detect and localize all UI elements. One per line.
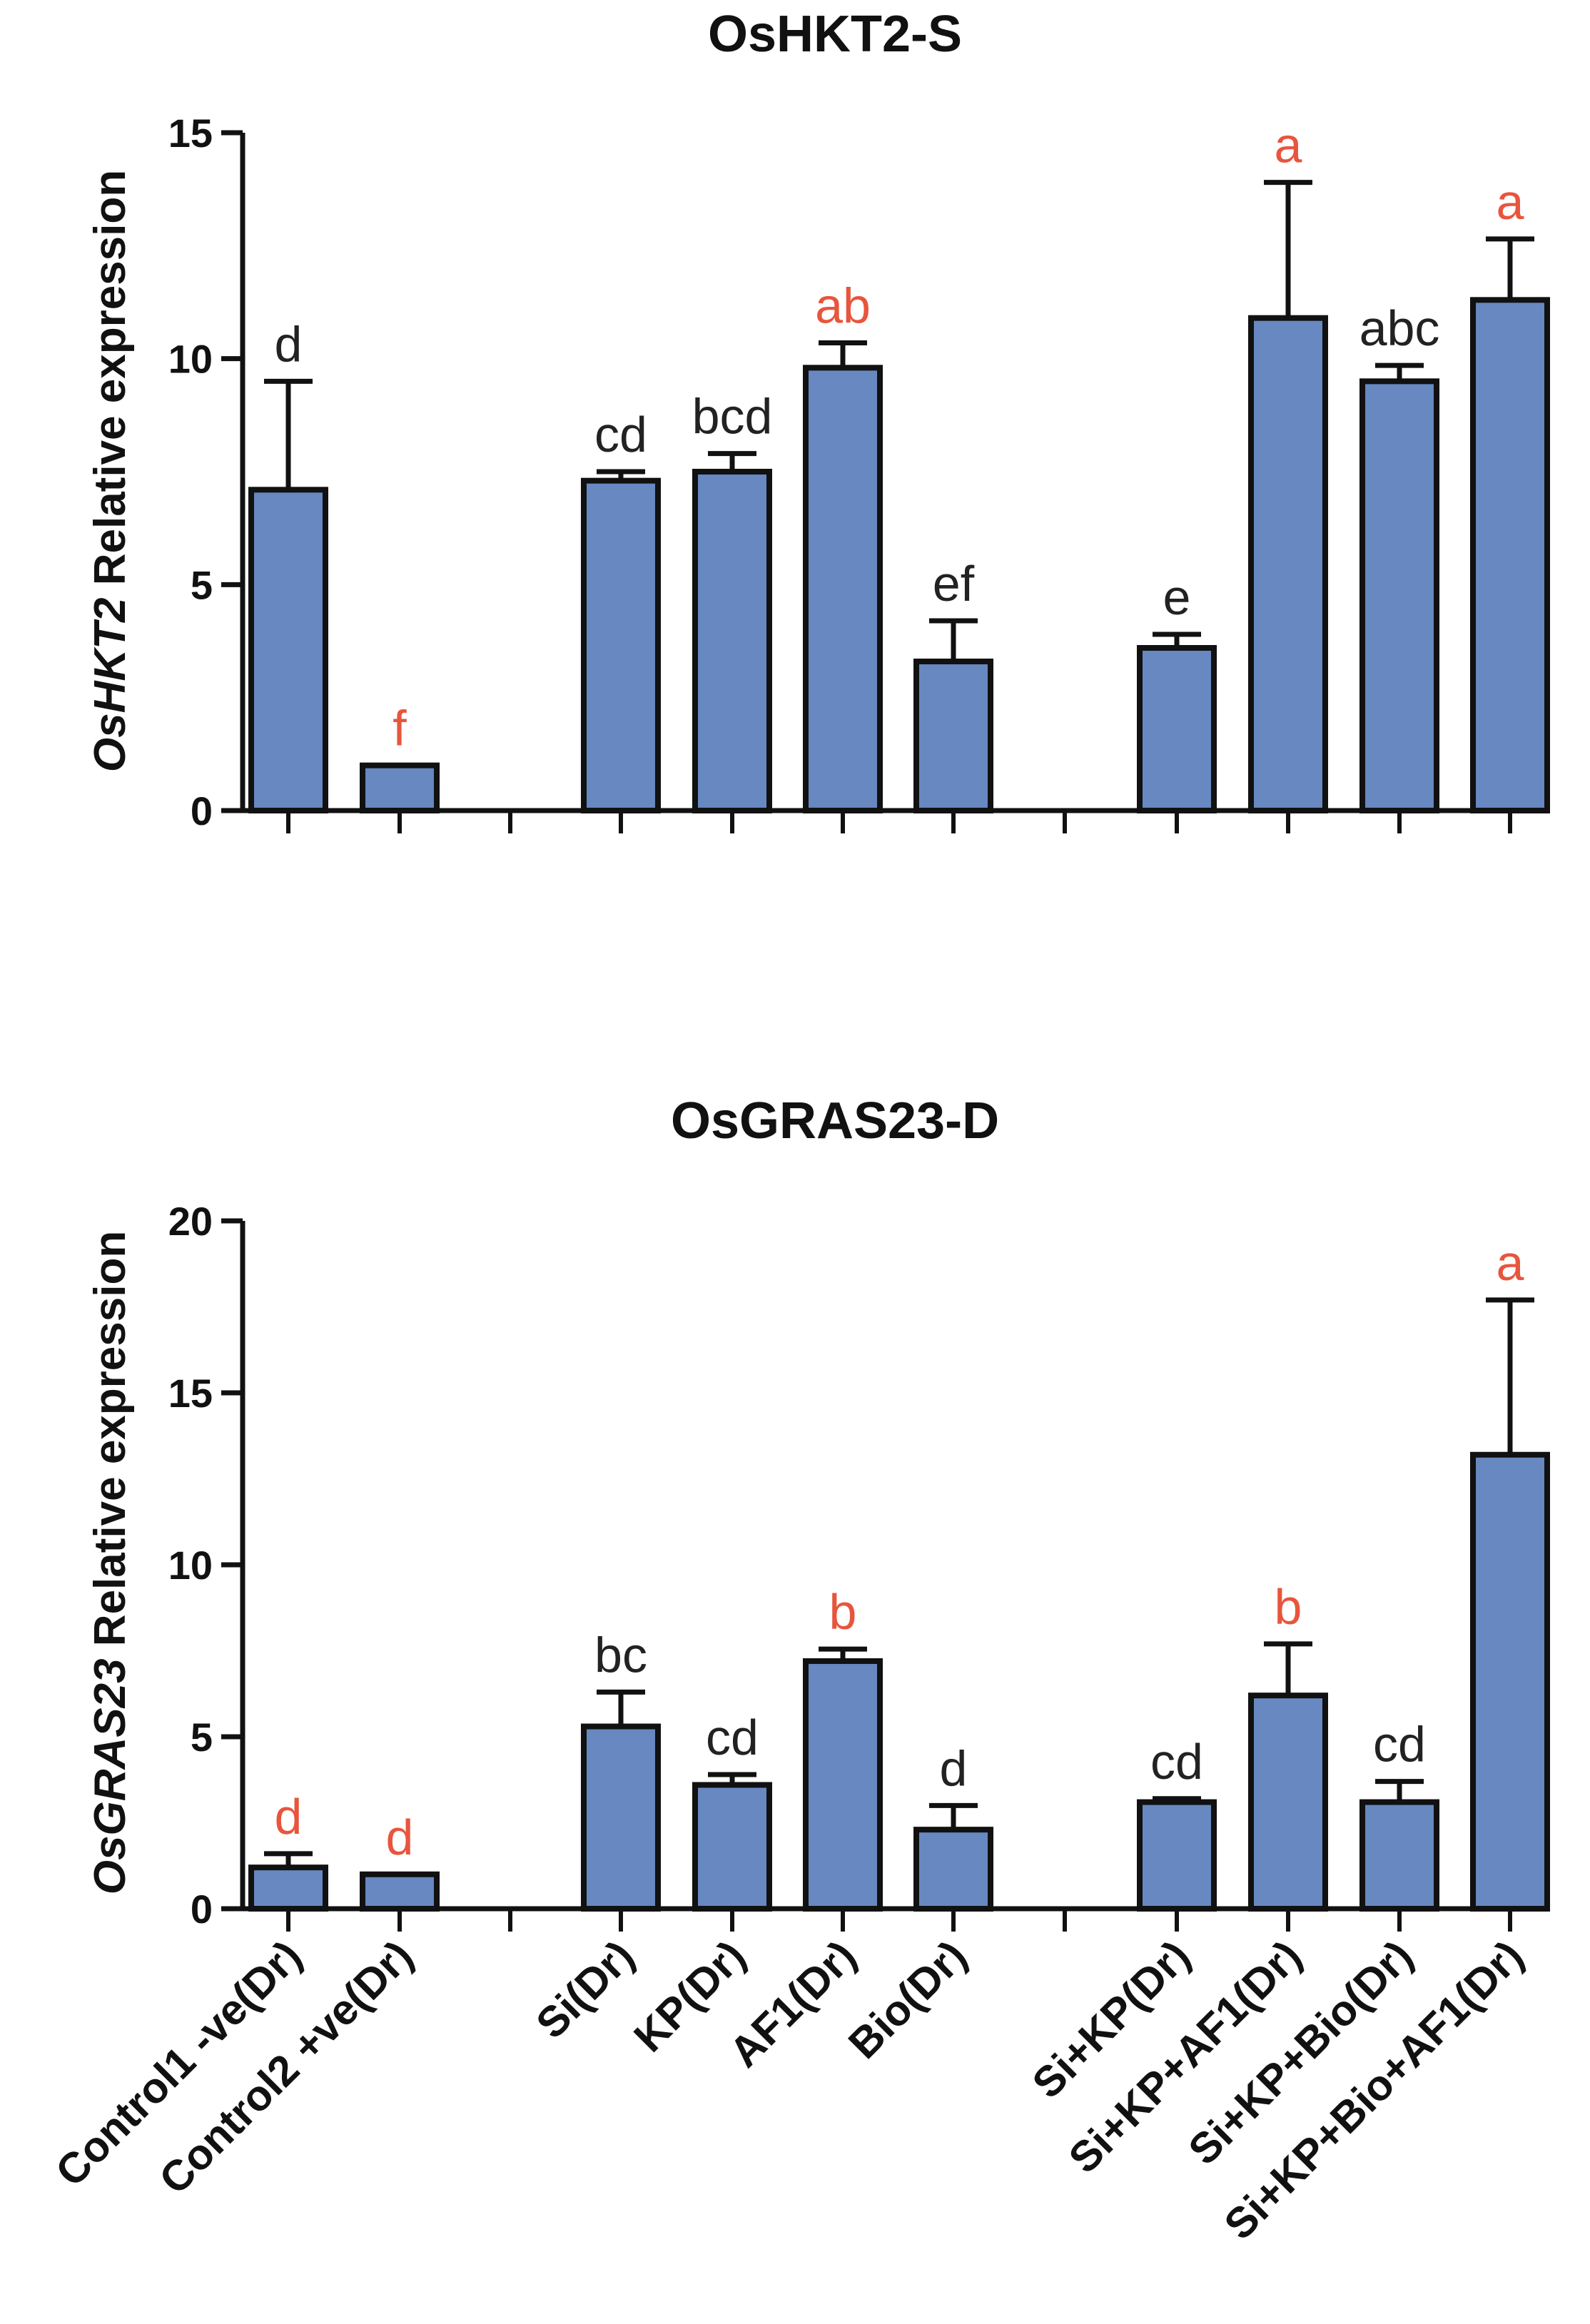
- significance-letter: b: [1275, 1579, 1302, 1635]
- y-tick-label: 15: [168, 111, 213, 156]
- significance-letter: ef: [933, 556, 975, 612]
- x-category-label: Bio(Dr): [839, 1932, 976, 2068]
- bar: [1248, 315, 1328, 813]
- bar: [1359, 1799, 1439, 1912]
- bar: [360, 1871, 440, 1912]
- significance-letter: e: [1163, 569, 1191, 625]
- x-category-label: Si(Dr): [527, 1932, 643, 2048]
- y-axis-label: OsHKT2 Relative expression: [86, 170, 135, 772]
- y-axis-label-text: Relative expression: [86, 1231, 135, 1659]
- bar: [1359, 378, 1439, 813]
- y-tick-label: 5: [191, 562, 213, 607]
- bar: [803, 1658, 883, 1912]
- chart-title: OsGRAS23-D: [671, 1092, 999, 1150]
- bar: [360, 762, 440, 813]
- y-axis-label-text: Relative expression: [86, 170, 135, 598]
- significance-letter: cd: [1373, 1717, 1426, 1772]
- bar: [248, 487, 328, 813]
- significance-letter: d: [275, 1789, 303, 1845]
- significance-letter: f: [393, 701, 407, 756]
- chart-osgras23: OsGRAS23-D OsGRAS23 Relative expression 0 5…: [86, 1092, 1550, 1932]
- significance-letter: a: [1275, 118, 1302, 173]
- significance-letter: d: [386, 1810, 414, 1865]
- significance-letter: d: [940, 1740, 968, 1796]
- significance-letter: cd: [594, 407, 647, 462]
- significance-letter: a: [1497, 1235, 1524, 1291]
- bar: [581, 477, 661, 814]
- bar: [581, 1723, 661, 1912]
- bar: [692, 469, 772, 813]
- significance-letter: cd: [706, 1710, 759, 1765]
- bar: [913, 1827, 993, 1912]
- significance-letter: abc: [1359, 300, 1440, 356]
- y-axis-label: OsGRAS23 Relative expression: [86, 1231, 135, 1894]
- significance-letter: ab: [815, 278, 871, 334]
- y-tick-label: 0: [191, 1887, 213, 1932]
- bar: [1470, 297, 1550, 814]
- significance-letter: d: [275, 316, 303, 372]
- bar: [913, 659, 993, 813]
- significance-letter: b: [829, 1584, 857, 1640]
- bar: [1248, 1693, 1328, 1912]
- y-tick-label: 15: [168, 1371, 213, 1416]
- y-tick-label: 20: [168, 1199, 213, 1244]
- y-tick-label: 5: [191, 1715, 213, 1760]
- bar: [1470, 1451, 1550, 1912]
- bar: [248, 1864, 328, 1912]
- bar: [1137, 645, 1217, 813]
- y-tick-label: 0: [191, 788, 213, 833]
- bar: [692, 1782, 772, 1912]
- significance-letter: a: [1497, 174, 1524, 230]
- y-tick-label: 10: [168, 337, 213, 382]
- significance-letter: cd: [1150, 1734, 1203, 1790]
- bar: [1137, 1799, 1217, 1912]
- x-axis-category-labels: Control1 -ve(Dr)Control2 +ve(Dr) Si(Dr)KP…: [46, 1932, 1532, 2249]
- bar: [803, 365, 883, 813]
- y-axis-label-gene: OsGRAS23: [86, 1658, 135, 1894]
- chart-title: OsHKT2-S: [708, 6, 962, 63]
- y-axis-label-gene: OsHKT2: [86, 598, 135, 773]
- significance-letter: bcd: [692, 389, 773, 445]
- significance-letter: bc: [594, 1627, 647, 1683]
- chart-oshkt2: OsHKT2-S OsHKT2 Relative expression 0 5 10 15…: [86, 6, 1550, 833]
- y-tick-label: 10: [168, 1543, 213, 1588]
